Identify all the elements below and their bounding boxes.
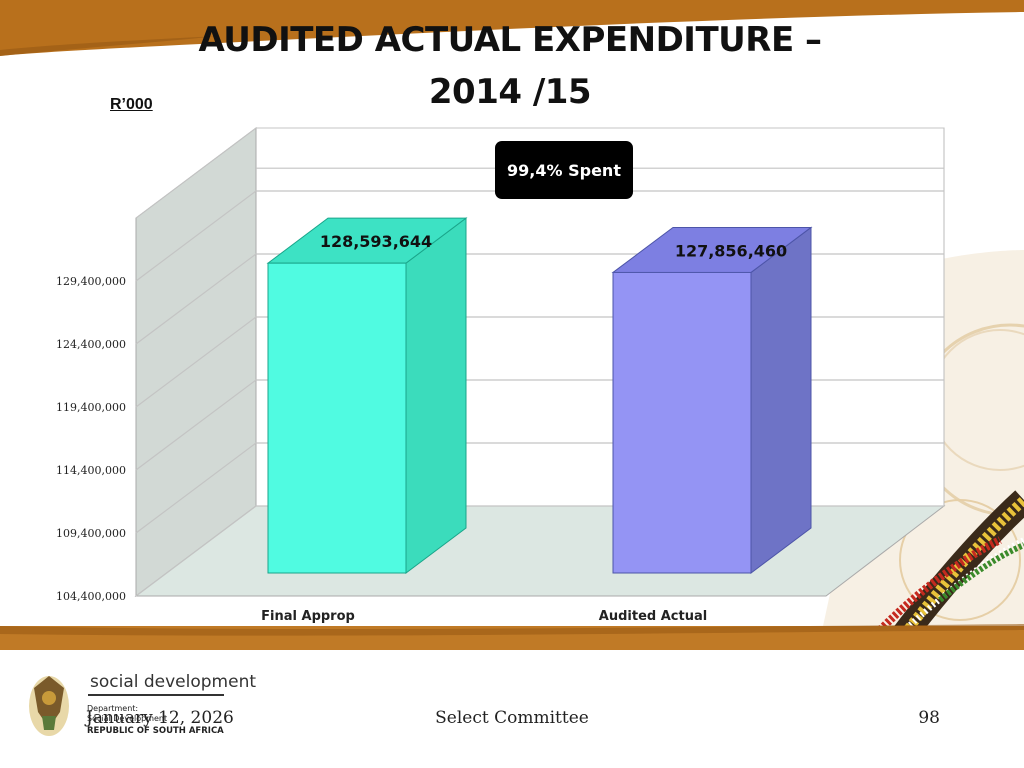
y-tick-label: 129,400,000 — [56, 275, 126, 288]
footer-title: Select Committee — [435, 708, 589, 728]
dept-sub: Social Development — [87, 714, 168, 723]
republic-label: REPUBLIC OF SOUTH AFRICA — [87, 726, 224, 736]
title-line-1: AUDITED ACTUAL EXPENDITURE – — [198, 20, 822, 60]
bars: 128,593,644 127,856,460 — [266, 217, 813, 574]
spent-callout-text: 99,4% Spent — [507, 160, 621, 180]
x-tick-label: Final Approp — [261, 609, 355, 624]
y-tick-label: 124,400,000 — [56, 338, 126, 351]
unit-label: R’000 — [110, 96, 153, 113]
beadwork-decoration — [877, 490, 1024, 648]
bar-side — [405, 217, 467, 574]
coat-of-arms-logo — [29, 676, 224, 736]
chart-floor — [134, 505, 946, 597]
data-label: 128,593,644 — [320, 232, 432, 251]
data-label: 127,856,460 — [675, 241, 787, 260]
y-tick-label: 109,400,000 — [56, 527, 126, 540]
bar-side — [750, 226, 812, 574]
spent-callout: 99,4% Spent — [495, 141, 633, 199]
x-axis-labels: Final Approp Audited Actual — [261, 609, 707, 624]
slide-title: AUDITED ACTUAL EXPENDITURE – 2014 /15 — [130, 14, 890, 118]
coat-of-arms-icon — [29, 676, 69, 736]
page-number: 98 — [918, 708, 940, 728]
footer-date: January 12, 2026 — [86, 708, 234, 728]
title-line-2: 2014 /15 — [428, 72, 592, 112]
y-tick-label: 114,400,000 — [56, 464, 126, 477]
gridline — [135, 127, 944, 219]
gridline — [135, 190, 944, 282]
x-tick-label: Audited Actual — [599, 609, 707, 624]
bar-chart: 104,400,000 109,400,000 114,400,000 119,400… — [56, 127, 946, 624]
bar — [612, 271, 752, 574]
org-name: social development — [90, 672, 257, 692]
y-tick-label: 119,400,000 — [56, 401, 126, 414]
y-axis-ticks: 104,400,000 109,400,000 114,400,000 119,400… — [56, 275, 126, 603]
bar — [267, 262, 407, 574]
dept-label: Department: — [87, 704, 139, 713]
y-tick-label: 104,400,000 — [56, 590, 126, 603]
